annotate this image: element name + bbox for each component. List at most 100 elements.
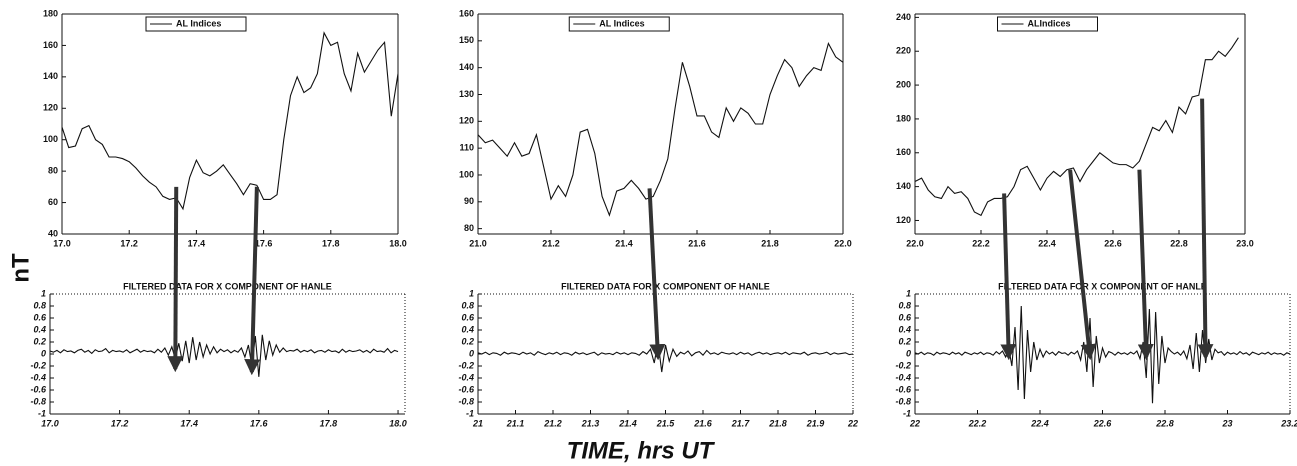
x-tick-label: 23.2 bbox=[1280, 418, 1297, 428]
x-tick-label: 21.3 bbox=[581, 418, 600, 428]
x-tick-label: 21.8 bbox=[761, 238, 779, 248]
y-tick-label: 0.4 bbox=[898, 324, 911, 334]
y-tick-label: 180 bbox=[43, 8, 58, 18]
y-tick-label: 0 bbox=[41, 348, 46, 358]
x-tick-label: 18.0 bbox=[389, 418, 407, 428]
y-tick-label: 130 bbox=[459, 89, 474, 99]
x-tick-label: 17.4 bbox=[188, 238, 206, 248]
y-tick-label: 160 bbox=[896, 147, 911, 157]
x-tick-label: 21.2 bbox=[543, 418, 562, 428]
x-tick-label: 17.4 bbox=[180, 418, 198, 428]
y-tick-label: 110 bbox=[459, 143, 474, 153]
y-tick-label: 160 bbox=[459, 8, 474, 18]
y-tick-label: -0.2 bbox=[458, 360, 474, 370]
x-tick-label: 17.8 bbox=[322, 238, 340, 248]
data-line bbox=[914, 305, 1291, 404]
y-tick-label: 140 bbox=[896, 181, 911, 191]
x-tick-label: 17.6 bbox=[255, 238, 273, 248]
y-tick-label: -1 bbox=[903, 408, 911, 418]
x-tick-label: 21.4 bbox=[618, 418, 637, 428]
y-tick-label: 140 bbox=[459, 62, 474, 72]
y-tick-label: 120 bbox=[896, 215, 911, 225]
y-tick-label: -0.2 bbox=[30, 360, 46, 370]
y-tick-label: -0.4 bbox=[895, 372, 911, 382]
legend-label: AL Indices bbox=[176, 18, 221, 28]
x-tick-label: 21.6 bbox=[688, 238, 706, 248]
x-tick-label: 21.9 bbox=[806, 418, 825, 428]
x-tick-label: 21.1 bbox=[506, 418, 525, 428]
y-tick-label: -0.6 bbox=[895, 384, 912, 394]
x-tick-label: 22.8 bbox=[1170, 238, 1188, 248]
y-tick-label: 0.8 bbox=[898, 300, 911, 310]
y-tick-label: -0.4 bbox=[30, 372, 46, 382]
arrow bbox=[647, 188, 666, 361]
x-tick-label: 17.2 bbox=[111, 418, 129, 428]
y-axis-label: nT bbox=[7, 253, 34, 283]
arrow bbox=[167, 186, 184, 373]
y-tick-label: -1 bbox=[38, 408, 46, 418]
arrow bbox=[1197, 98, 1214, 361]
arrow bbox=[1137, 169, 1154, 361]
legend-box bbox=[997, 16, 1098, 32]
x-tick-label: 17.8 bbox=[320, 418, 338, 428]
x-tick-label: 21.5 bbox=[656, 418, 676, 428]
arrow bbox=[1000, 193, 1017, 361]
y-tick-label: 0.6 bbox=[33, 312, 47, 322]
x-tick-label: 23.0 bbox=[1236, 238, 1254, 248]
y-tick-label: 240 bbox=[896, 12, 911, 22]
data-line bbox=[914, 37, 1239, 217]
x-tick-label: 22.6 bbox=[1104, 238, 1122, 248]
x-tick-label: 18.0 bbox=[389, 238, 407, 248]
y-tick-label: 60 bbox=[48, 197, 58, 207]
x-tick-label: 22.2 bbox=[968, 418, 987, 428]
y-tick-label: 150 bbox=[459, 35, 474, 45]
x-tick-label: 21.2 bbox=[542, 238, 560, 248]
y-tick-label: 0.4 bbox=[461, 324, 474, 334]
y-tick-label: 90 bbox=[464, 196, 474, 206]
y-tick-label: 80 bbox=[464, 223, 474, 233]
data-line bbox=[49, 334, 399, 377]
x-tick-label: 17.6 bbox=[250, 418, 269, 428]
x-tick-label: 21 bbox=[472, 418, 483, 428]
data-line bbox=[477, 42, 844, 217]
y-tick-label: 0.2 bbox=[898, 336, 911, 346]
x-tick-label: 21.0 bbox=[469, 238, 487, 248]
y-tick-label: 180 bbox=[896, 113, 911, 123]
y-tick-label: -0.8 bbox=[895, 396, 911, 406]
arrow bbox=[244, 186, 261, 376]
legend-box bbox=[145, 16, 247, 32]
y-tick-label: 1 bbox=[469, 288, 474, 298]
y-tick-label: 0.8 bbox=[33, 300, 46, 310]
y-tick-label: 0.4 bbox=[33, 324, 46, 334]
x-tick-label: 21.8 bbox=[768, 418, 787, 428]
x-tick-label: 22.4 bbox=[1030, 418, 1049, 428]
y-tick-label: 120 bbox=[43, 103, 58, 113]
y-tick-label: 0.6 bbox=[898, 312, 912, 322]
x-tick-label: 21.7 bbox=[731, 418, 751, 428]
x-tick-label: 17.0 bbox=[53, 238, 71, 248]
y-tick-label: 1 bbox=[906, 288, 911, 298]
chart-title: FILTERED DATA FOR X COMPONENT OF HANLE bbox=[123, 281, 332, 291]
y-tick-label: -0.6 bbox=[458, 384, 475, 394]
legend-label: ALIndices bbox=[1028, 18, 1071, 28]
data-line bbox=[61, 31, 399, 211]
legend-box bbox=[568, 16, 670, 32]
y-tick-label: 1 bbox=[41, 288, 46, 298]
x-tick-label: 23 bbox=[1221, 418, 1232, 428]
y-tick-label: 220 bbox=[896, 46, 911, 56]
x-tick-label: 17.0 bbox=[41, 418, 59, 428]
y-tick-label: 0.6 bbox=[461, 312, 475, 322]
x-tick-label: 22.2 bbox=[972, 238, 990, 248]
y-tick-label: 0.2 bbox=[33, 336, 46, 346]
x-tick-label: 21.4 bbox=[615, 238, 633, 248]
x-axis-label: TIME, hrs UT bbox=[567, 437, 716, 464]
y-tick-label: 80 bbox=[48, 166, 58, 176]
y-tick-label: 120 bbox=[459, 116, 474, 126]
chart-title: FILTERED DATA FOR X COMPONENT OF HANLE bbox=[561, 281, 770, 291]
y-tick-label: 100 bbox=[459, 169, 474, 179]
x-tick-label: 22 bbox=[909, 418, 920, 428]
x-tick-label: 22.0 bbox=[906, 238, 924, 248]
y-tick-label: -0.8 bbox=[30, 396, 46, 406]
legend-label: AL Indices bbox=[599, 18, 644, 28]
